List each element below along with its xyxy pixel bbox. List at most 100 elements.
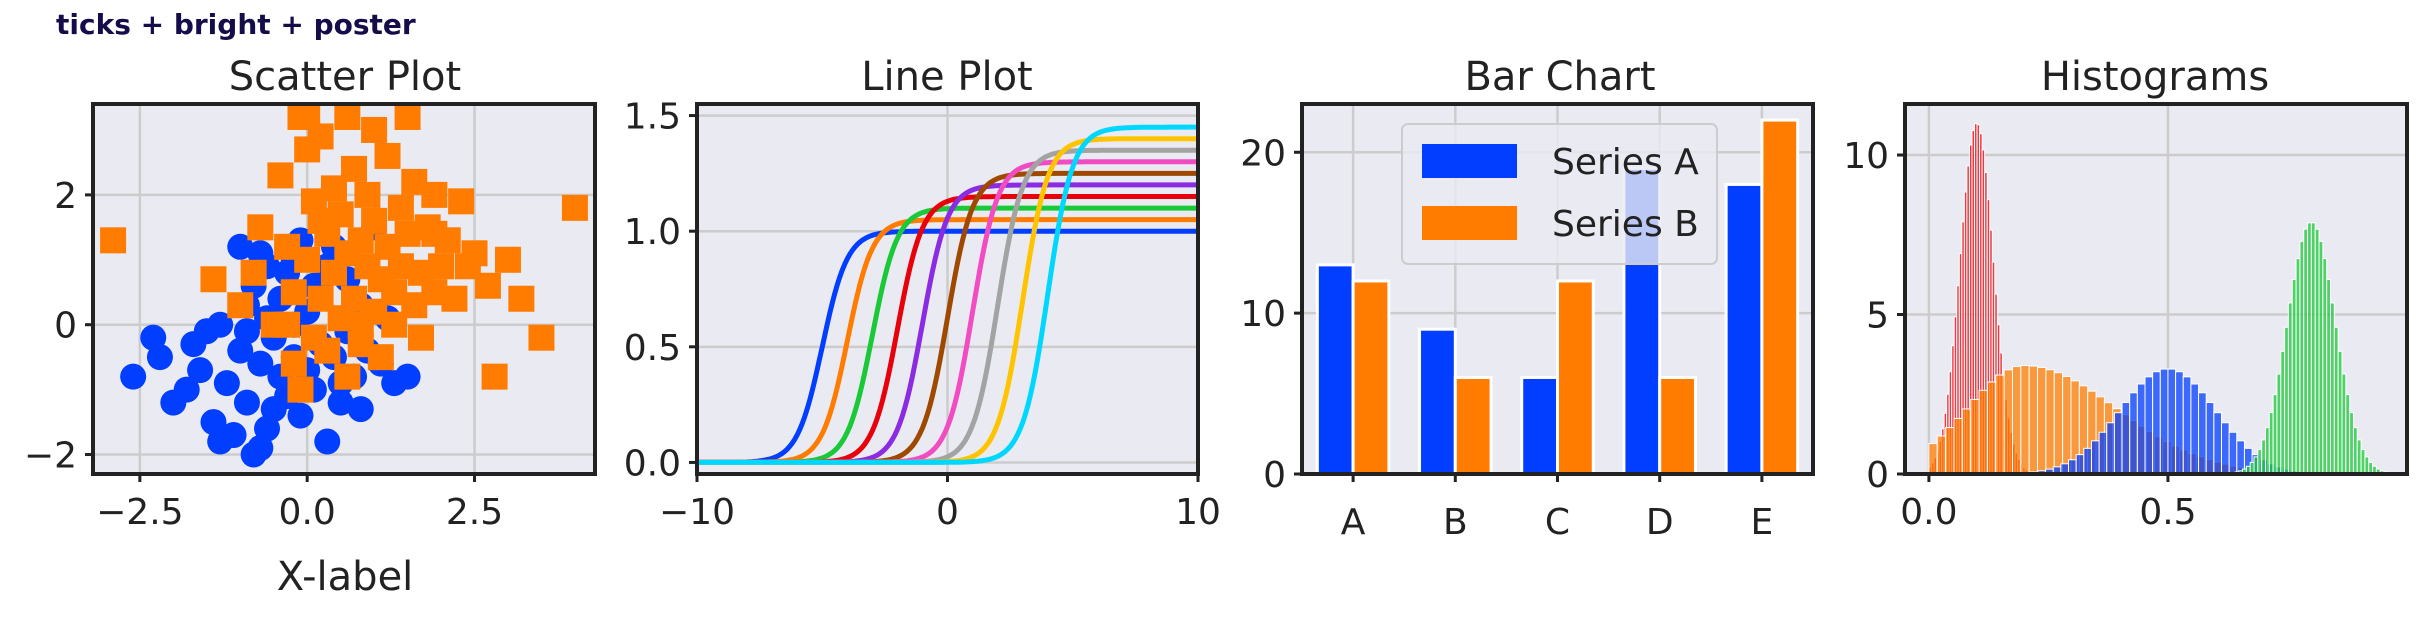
scatter-point-series-2 [407, 324, 434, 351]
histogram-bin-series-4 [2284, 326, 2289, 475]
histogram-bin-series-4 [2318, 240, 2324, 475]
line-xtick-label: 10 [1175, 492, 1221, 533]
line-series-1 [697, 228, 1198, 465]
scatter-point-series-2 [394, 104, 421, 130]
histogram-bin-series-4 [2360, 449, 2366, 475]
scatter-point-series-2 [448, 188, 475, 215]
scatter-axes-frame [91, 102, 597, 476]
scatter-point-series-1 [207, 428, 234, 455]
scatter-point-series-1 [120, 363, 147, 390]
histogram-bin-series-4 [2352, 427, 2358, 475]
scatter-point-series-2 [267, 162, 294, 189]
scatter-point-series-1 [140, 324, 167, 351]
histogram-bin-series-4 [2345, 394, 2351, 475]
histogram-ytick-label: 0 [1866, 455, 1889, 496]
bar-C-series-1 [1520, 375, 1559, 476]
histogram-xtick-label: 0.5 [2139, 492, 2196, 533]
histogram-bin-series-4 [2276, 373, 2282, 475]
scatter-point-series-2 [461, 240, 488, 267]
scatter-point-series-2 [100, 227, 127, 254]
histogram-bin-series-2 [1945, 427, 1955, 475]
scatter-point-series-2 [387, 194, 414, 221]
scatter-point-series-1 [187, 357, 214, 384]
histogram-bin-series-4 [2253, 456, 2259, 475]
histogram-bin-series-4 [2326, 279, 2332, 475]
histogram-bin-series-4 [2268, 412, 2274, 475]
bar-legend-swatch-2 [1422, 206, 1517, 240]
histogram-title: Histograms [2041, 54, 2269, 100]
histogram-ytick-label: 5 [1866, 296, 1889, 337]
scatter-point-series-1 [207, 311, 234, 338]
line-series-10 [697, 124, 1198, 465]
histogram-bin-series-2 [1978, 389, 1988, 475]
scatter-ytick-label: −2 [24, 436, 77, 477]
histogram-bin-series-3 [2182, 376, 2192, 475]
line-xtick-label: −10 [659, 492, 735, 533]
histogram-bin-series-3 [2075, 454, 2085, 475]
bar-xtick-label: E [1751, 502, 1774, 543]
bar-B-series-2 [1453, 375, 1493, 476]
histogram-panel: 0.0 0.5 0 5 10 Histograms [1843, 54, 2409, 533]
scatter-point-series-2 [240, 259, 267, 286]
scatter-point-series-1 [394, 363, 421, 390]
scatter-point-series-1 [327, 389, 354, 416]
scatter-point-series-1 [233, 318, 260, 345]
scatter-point-series-2 [294, 104, 321, 124]
histogram-bin-series-4 [2295, 258, 2301, 475]
histogram-bin-series-2 [1986, 381, 1997, 475]
bar-xtick-label: A [1341, 502, 1366, 543]
histogram-bin-series-4 [2307, 222, 2312, 475]
scatter-point-series-2 [494, 246, 521, 273]
bar-xtick-label: B [1443, 502, 1468, 543]
histogram-bin-series-2 [1936, 435, 1947, 475]
bar-xtick-label: D [1646, 502, 1674, 543]
histogram-bin-series-3 [2159, 368, 2169, 475]
histogram-bin-series-4 [2280, 350, 2286, 475]
scatter-point-series-1 [314, 428, 341, 455]
histogram-bin-series-2 [2028, 365, 2039, 475]
histogram-bin-series-3 [2083, 447, 2092, 475]
histogram-bin-series-2 [1953, 417, 1963, 475]
histogram-bin-series-3 [2228, 431, 2238, 475]
bar-xtick-label: C [1545, 502, 1570, 543]
histogram-ytick-label: 10 [1843, 136, 1889, 177]
bar-legend-label-1: Series A [1552, 142, 1699, 183]
histogram-bin-series-2 [2053, 372, 2064, 475]
histogram-bin-series-3 [2144, 376, 2154, 475]
bar-ytick-label: 0 [1263, 455, 1286, 496]
histogram-bin-series-4 [2291, 279, 2297, 475]
scatter-point-series-2 [361, 207, 388, 234]
histogram-bin-series-4 [2303, 228, 2309, 475]
histogram-bin-series-4 [2314, 228, 2320, 475]
scatter-point-series-2 [441, 285, 468, 312]
histogram-bin-series-4 [2322, 258, 2328, 475]
scatter-point-series-2 [421, 181, 448, 208]
histogram-bin-series-3 [2152, 371, 2161, 475]
line-xtick-label: 0 [936, 492, 959, 533]
scatter-point-series-1 [227, 233, 254, 260]
scatter-point-series-1 [287, 402, 314, 429]
histogram-xtick-label: 0.0 [1900, 492, 1957, 533]
scatter-panel: −2.5 0.0 2.5 −2 0 2 Scatter Plot X-label [24, 54, 597, 600]
bar-D-series-2 [1658, 375, 1697, 476]
histogram-bin-series-4 [2333, 326, 2339, 475]
scatter-point-series-2 [227, 292, 254, 319]
scatter-point-series-2 [294, 246, 321, 273]
bar-B-series-1 [1418, 327, 1457, 476]
scatter-point-series-2 [374, 142, 401, 169]
bar-legend-swatch-1 [1422, 144, 1517, 178]
histogram-bin-series-3 [2068, 459, 2077, 475]
histogram-bin-series-3 [2113, 412, 2123, 475]
histogram-bin-series-4 [2299, 240, 2305, 475]
histogram-bin-series-2 [2003, 369, 2013, 475]
histogram-bin-series-3 [2198, 392, 2207, 475]
scatter-point-series-1 [213, 370, 240, 397]
scatter-xtick-label: 2.5 [446, 492, 503, 533]
scatter-point-series-1 [247, 435, 274, 462]
scatter-point-series-2 [528, 324, 555, 351]
scatter-point-series-2 [367, 344, 394, 371]
scatter-point-series-2 [280, 350, 307, 377]
histogram-bin-series-3 [2190, 383, 2200, 475]
histogram-bin-series-3 [2136, 383, 2146, 475]
